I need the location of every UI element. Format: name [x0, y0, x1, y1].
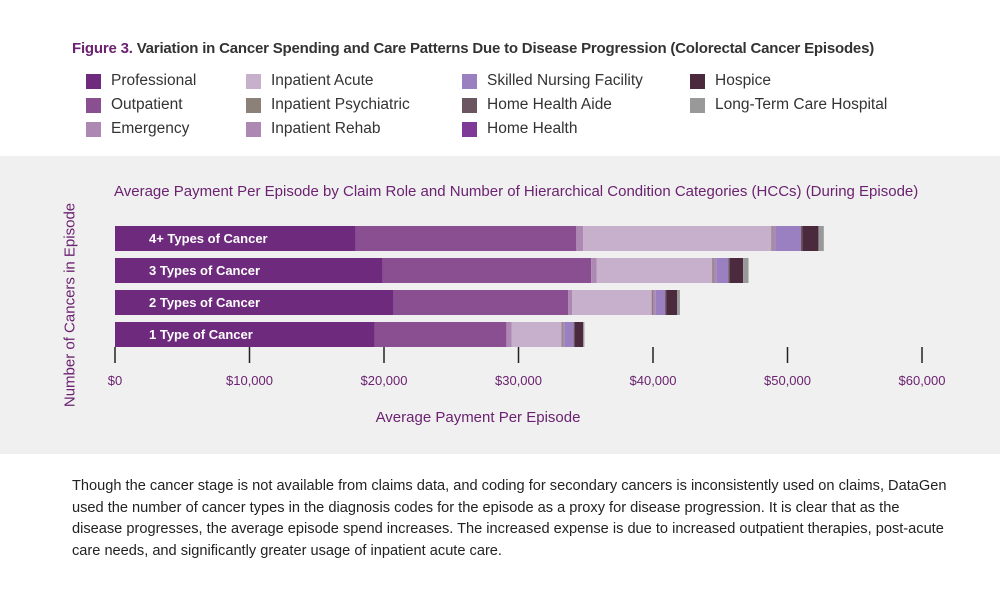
x-tick-label: $40,000	[630, 373, 677, 388]
bar-segment-emergency	[568, 290, 573, 315]
legend-label: Inpatient Rehab	[271, 120, 381, 137]
x-tick-label: $30,000	[495, 373, 542, 388]
legend-item-professional: Professional	[86, 72, 196, 90]
bar-segment-emergency	[506, 322, 512, 347]
bar-segment-hospice	[666, 290, 678, 315]
bar-segment-inpatient-rehab	[713, 258, 717, 283]
figure-label: Figure 3.	[72, 40, 133, 57]
x-axis-label: Average Payment Per Episode	[375, 409, 581, 426]
bar-segment-professional	[115, 226, 356, 251]
legend-label: Outpatient	[111, 96, 183, 113]
bar-segment-inpatient-acute	[572, 290, 652, 315]
category-label: 2 Types of Cancer	[149, 295, 260, 310]
bar-segment-emergency	[576, 226, 584, 251]
bar-segment-inpatient-psychiatric	[651, 290, 653, 315]
legend-label: Inpatient Psychiatric	[271, 96, 410, 113]
legend-swatch	[462, 97, 477, 113]
legend-label: Professional	[111, 72, 197, 89]
legend-label: Hospice	[715, 72, 771, 89]
bar-segment-home-health-aide	[728, 258, 730, 283]
bar-segment-professional	[115, 258, 383, 283]
x-tick-label: $10,000	[226, 373, 273, 388]
legend-swatch	[86, 121, 101, 137]
bar-segment-long-term-care-hospital	[818, 226, 824, 251]
legend-item-emergency: Emergency	[86, 120, 189, 138]
bar-segment-outpatient	[393, 290, 569, 315]
bar-segment-hospice	[574, 322, 584, 347]
legend-item-outpatient: Outpatient	[86, 96, 183, 114]
legend-label: Long-Term Care Hospital	[715, 96, 888, 113]
legend-swatch	[246, 73, 261, 89]
legend-item-inpatient-acute: Inpatient Acute	[246, 72, 374, 90]
bar-segment-inpatient-acute	[511, 322, 562, 347]
legend-item-home-health-aide: Home Health Aide	[462, 96, 612, 114]
x-tick-label: $60,000	[899, 373, 946, 388]
bar-segment-skilled-nursing-facility	[564, 322, 574, 347]
x-tick-label: $0	[108, 373, 122, 388]
category-label: 4+ Types of Cancer	[149, 231, 268, 246]
legend-label: Emergency	[111, 120, 190, 137]
legend-swatch	[690, 73, 705, 89]
legend-swatch	[246, 97, 261, 113]
x-tick-label: $50,000	[764, 373, 811, 388]
bar-segment-professional	[115, 290, 394, 315]
bar-segment-outpatient	[374, 322, 507, 347]
bar-segment-inpatient-psychiatric	[771, 226, 773, 251]
legend-swatch	[462, 73, 477, 89]
figure-title: Figure 3. Variation in Cancer Spending a…	[72, 40, 874, 57]
legend-label: Home Health Aide	[487, 96, 612, 113]
bar-segment-professional	[115, 322, 375, 347]
legend-item-hospice: Hospice	[690, 72, 771, 90]
bar-segment-inpatient-rehab	[772, 226, 776, 251]
bar-segment-long-term-care-hospital	[583, 322, 585, 347]
bar-segment-long-term-care-hospital	[677, 290, 680, 315]
bar-segment-inpatient-psychiatric	[712, 258, 714, 283]
bar-segment-outpatient	[355, 226, 577, 251]
category-label: 1 Type of Cancer	[149, 327, 253, 342]
bar-segment-emergency	[591, 258, 597, 283]
bar-segment-skilled-nursing-facility	[716, 258, 729, 283]
bar-segment-inpatient-psychiatric	[561, 322, 563, 347]
bar-segment-inpatient-acute	[596, 258, 713, 283]
bar-segment-skilled-nursing-facility	[775, 226, 801, 251]
bar-segment-inpatient-rehab	[562, 322, 565, 347]
legend-swatch	[246, 121, 261, 137]
bar-segment-home-health-aide	[573, 322, 575, 347]
bar-segment-outpatient	[382, 258, 592, 283]
bar-segment-skilled-nursing-facility	[655, 290, 666, 315]
figure-title-text: Variation in Cancer Spending and Care Pa…	[136, 40, 875, 57]
bar-segment-inpatient-acute	[583, 226, 772, 251]
x-tick-label: $20,000	[361, 373, 408, 388]
legend-item-inpatient-psychiatric: Inpatient Psychiatric	[246, 96, 410, 114]
legend-item-long-term-care-hospital: Long-Term Care Hospital	[690, 96, 887, 114]
category-label: 3 Types of Cancer	[149, 263, 260, 278]
bar-segment-inpatient-rehab	[653, 290, 656, 315]
legend-swatch	[690, 97, 705, 113]
legend-swatch	[86, 97, 101, 113]
bar-segment-home-health-aide	[665, 290, 667, 315]
bar-segment-hospice	[729, 258, 744, 283]
chart-title: Average Payment Per Episode by Claim Rol…	[114, 183, 919, 200]
bar-segment-hospice	[802, 226, 819, 251]
chart-legend: Professional Outpatient Emergency Inpatient…	[86, 72, 946, 144]
legend-item-skilled-nursing-facility: Skilled Nursing Facility	[462, 72, 643, 90]
legend-swatch	[462, 121, 477, 137]
bar-segment-long-term-care-hospital	[743, 258, 749, 283]
bar-segment-home-health-aide	[800, 226, 803, 251]
legend-item-inpatient-rehab: Inpatient Rehab	[246, 120, 380, 138]
description-text: Though the cancer stage is not available…	[72, 478, 947, 559]
legend-swatch	[86, 73, 101, 89]
legend-item-home-health: Home Health	[462, 120, 577, 138]
legend-label: Skilled Nursing Facility	[487, 72, 643, 89]
legend-label: Home Health	[487, 120, 578, 137]
legend-label: Inpatient Acute	[271, 72, 374, 89]
